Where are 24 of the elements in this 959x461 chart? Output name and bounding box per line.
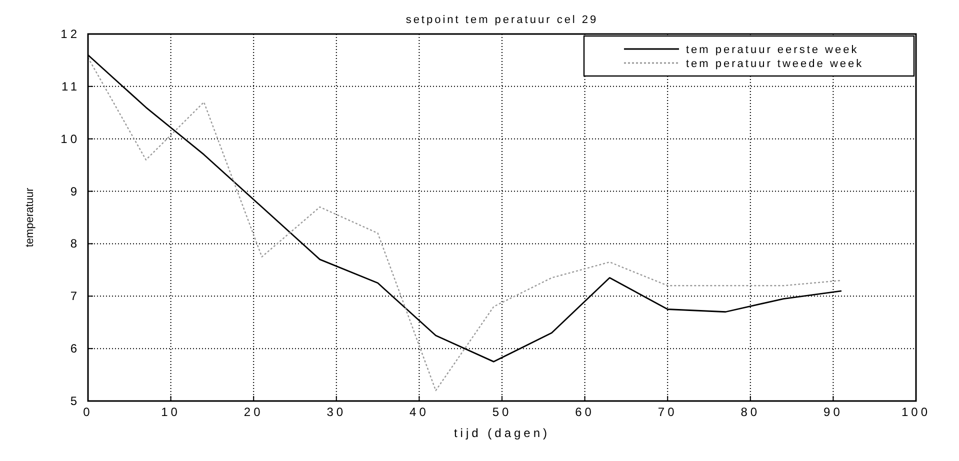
chart-title: setpoint tem peratuur cel 29 bbox=[406, 14, 598, 26]
x-tick-label: 50 bbox=[492, 405, 512, 419]
y-tick-label: 9 bbox=[70, 184, 80, 198]
x-tick-label: 70 bbox=[658, 405, 678, 419]
y-tick-label: 6 bbox=[70, 342, 80, 356]
y-tick-label: 10 bbox=[60, 132, 80, 146]
legend-label: tem peratuur tweede week bbox=[686, 58, 864, 70]
x-tick-label: 100 bbox=[901, 405, 931, 419]
x-tick-label: 20 bbox=[244, 405, 264, 419]
y-axis-title: temperatuur bbox=[24, 188, 36, 248]
y-tick-label: 11 bbox=[62, 79, 80, 94]
x-tick-label: 30 bbox=[326, 405, 346, 419]
y-tick-label: 5 bbox=[70, 394, 80, 408]
x-tick-label: 0 bbox=[83, 405, 93, 419]
x-tick-label: 10 bbox=[161, 405, 180, 419]
x-tick-label: 40 bbox=[410, 405, 429, 419]
x-tick-label: 90 bbox=[824, 405, 843, 419]
x-axis-title: tijd (dagen) bbox=[454, 426, 550, 440]
y-tick-label: 7 bbox=[70, 289, 80, 304]
y-tick-label: 8 bbox=[70, 236, 80, 251]
x-tick-label: 80 bbox=[740, 405, 760, 419]
x-tick-label: 60 bbox=[575, 405, 594, 419]
legend-label: tem peratuur eerste week bbox=[686, 44, 859, 56]
y-tick-label: 12 bbox=[60, 27, 80, 41]
